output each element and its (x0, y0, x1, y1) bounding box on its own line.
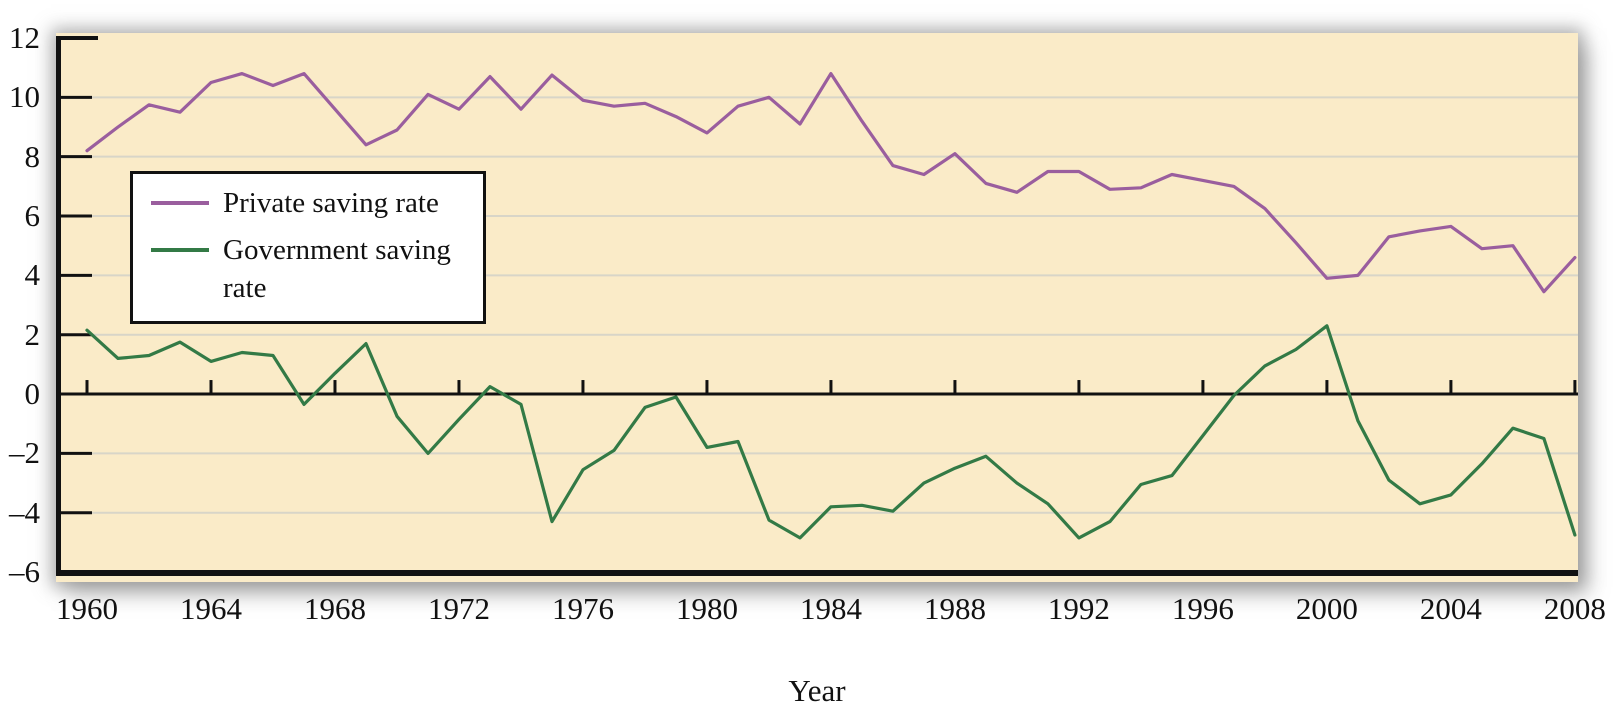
x-tick-label-2004: 2004 (1419, 591, 1482, 626)
x-tick-label-1984: 1984 (799, 591, 862, 626)
y-tick-label--2: –2 (9, 435, 40, 471)
x-tick-label-1972: 1972 (427, 591, 490, 626)
y-tick-label-2: 2 (24, 316, 41, 352)
x-tick-label-1988: 1988 (923, 591, 986, 626)
y-tick-label--6: –6 (9, 554, 40, 590)
government-line-swatch (151, 248, 209, 252)
x-tick-label-2000: 2000 (1295, 591, 1358, 626)
y-tick-label-12: 12 (9, 20, 40, 55)
series-line-private (85, 71, 1577, 294)
x-tick-label-2008: 2008 (1543, 591, 1606, 626)
x-tick-label-1960: 1960 (55, 591, 118, 626)
y-tick-label-0: 0 (24, 376, 41, 412)
series-line-government (85, 324, 1577, 540)
x-tick-label-1968: 1968 (303, 591, 366, 626)
legend-item-government: Government saving rate (151, 231, 469, 307)
y-tick-label-4: 4 (24, 257, 41, 293)
plot-area (56, 33, 1578, 582)
legend: Private saving rate Government saving ra… (130, 171, 486, 324)
chart-canvas (56, 33, 1578, 582)
x-tick-label-1976: 1976 (551, 591, 614, 626)
y-tick-label-10: 10 (9, 79, 40, 115)
x-tick-label-1996: 1996 (1171, 591, 1234, 626)
x-tick-label-1980: 1980 (675, 591, 738, 626)
legend-label-private: Private saving rate (223, 187, 439, 219)
private-line-swatch (151, 201, 209, 205)
y-tick-label--4: –4 (9, 494, 40, 530)
y-tick-label-8: 8 (24, 138, 41, 174)
x-tick-label-1992: 1992 (1047, 591, 1110, 626)
x-axis-title: Year (788, 673, 846, 708)
x-tick-label-1964: 1964 (179, 591, 242, 626)
legend-item-private: Private saving rate (151, 184, 469, 222)
legend-label-government: Government saving rate (223, 234, 451, 304)
y-tick-label-6: 6 (24, 198, 41, 234)
